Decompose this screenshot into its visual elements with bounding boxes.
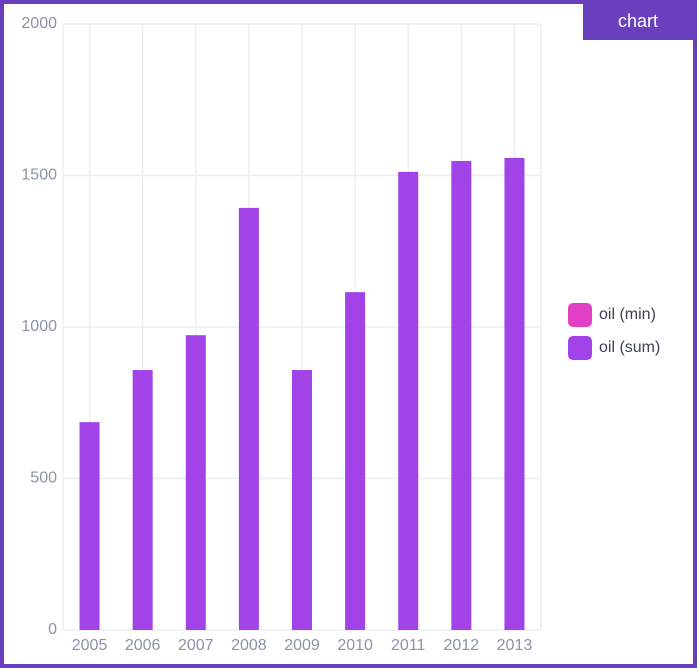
chart-tab[interactable]: chart bbox=[583, 4, 693, 40]
x-tick-label: 2008 bbox=[231, 637, 267, 654]
x-tick-label: 2007 bbox=[178, 637, 214, 654]
bar bbox=[185, 335, 206, 630]
bar bbox=[79, 422, 100, 630]
x-tick-label: 2011 bbox=[391, 637, 426, 654]
bar bbox=[292, 370, 312, 630]
bar bbox=[504, 157, 525, 630]
legend-label: oil (sum) bbox=[599, 339, 660, 356]
x-tick-label: 2010 bbox=[337, 637, 373, 654]
bar bbox=[238, 207, 259, 630]
y-tick-label: 1500 bbox=[21, 167, 57, 184]
bar bbox=[345, 292, 366, 630]
x-tick-label: 2005 bbox=[72, 637, 108, 654]
y-tick-label: 1000 bbox=[21, 318, 57, 335]
x-tick-label: 2012 bbox=[444, 637, 480, 654]
x-tick-label: 2006 bbox=[125, 637, 161, 654]
legend-swatch bbox=[568, 336, 592, 360]
bar bbox=[132, 370, 153, 630]
bar bbox=[398, 171, 419, 630]
x-tick-label: 2013 bbox=[497, 637, 533, 654]
y-tick-label: 2000 bbox=[21, 15, 57, 32]
legend-label: oil (min) bbox=[599, 306, 656, 323]
x-tick-label: 2009 bbox=[284, 637, 320, 654]
y-tick-label: 0 bbox=[48, 621, 57, 638]
y-tick-label: 500 bbox=[30, 470, 57, 487]
legend-swatch bbox=[568, 303, 592, 327]
bar bbox=[451, 160, 472, 630]
